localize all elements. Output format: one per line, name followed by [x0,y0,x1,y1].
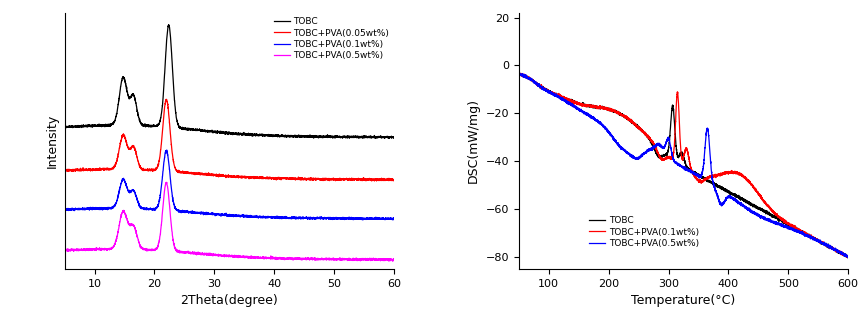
TOBC [514,72,524,76]
TOBC+PVA(0.1wt%) [711,173,722,177]
TOBC+PVA(0.1wt%) [357,218,368,222]
TOBC+PVA(0.5wt%) [97,247,108,251]
TOBC [640,132,650,135]
TOBC+PVA(0.1wt%) [573,102,584,106]
X-axis label: Temperature(°C): Temperature(°C) [631,294,735,307]
TOBC [382,135,393,139]
TOBC+PVA(0.1wt%) [162,148,172,152]
TOBC+PVA(0.5wt%) [186,251,196,254]
TOBC [347,136,357,140]
TOBC [759,209,770,212]
Line: TOBC+PVA(0.1wt%): TOBC+PVA(0.1wt%) [65,150,393,220]
TOBC+PVA(0.5wt%) [514,71,524,75]
TOBC+PVA(0.05wt%) [347,177,357,181]
TOBC+PVA(0.5wt%) [573,108,584,111]
TOBC+PVA(0.5wt%) [382,258,393,262]
TOBC [97,124,108,128]
TOBC [728,192,738,196]
TOBC [388,136,399,140]
Legend: TOBC, TOBC+PVA(0.05wt%), TOBC+PVA(0.1wt%), TOBC+PVA(0.5wt%): TOBC, TOBC+PVA(0.05wt%), TOBC+PVA(0.1wt%… [272,15,391,62]
TOBC+PVA(0.1wt%) [200,212,210,215]
TOBC+PVA(0.1wt%) [382,217,393,221]
TOBC [200,129,210,133]
TOBC+PVA(0.1wt%) [784,222,795,226]
Y-axis label: Intensity: Intensity [46,114,59,168]
TOBC+PVA(0.05wt%) [200,171,210,175]
TOBC [843,254,853,258]
TOBC [59,124,70,128]
Line: TOBC: TOBC [65,25,393,139]
TOBC+PVA(0.5wt%) [347,258,357,261]
TOBC [164,23,174,27]
TOBC+PVA(0.5wt%) [388,259,399,263]
TOBC+PVA(0.1wt%) [514,72,524,76]
TOBC+PVA(0.5wt%) [384,259,394,263]
Line: TOBC+PVA(0.05wt%): TOBC+PVA(0.05wt%) [65,99,393,181]
TOBC+PVA(0.05wt%) [97,167,108,171]
TOBC [514,71,524,75]
TOBC+PVA(0.1wt%) [514,71,524,75]
TOBC+PVA(0.5wt%) [843,254,853,258]
TOBC+PVA(0.1wt%) [843,256,853,260]
Line: TOBC: TOBC [519,73,848,258]
TOBC [116,78,127,82]
TOBC+PVA(0.1wt%) [116,180,127,183]
TOBC [384,137,394,140]
TOBC+PVA(0.1wt%) [388,217,399,221]
TOBC+PVA(0.05wt%) [388,178,399,182]
TOBC+PVA(0.5wt%) [728,197,738,201]
Line: TOBC+PVA(0.5wt%): TOBC+PVA(0.5wt%) [519,73,848,258]
TOBC+PVA(0.05wt%) [116,136,127,140]
TOBC+PVA(0.5wt%) [711,191,722,195]
TOBC+PVA(0.5wt%) [59,248,70,252]
TOBC+PVA(0.05wt%) [369,179,380,183]
TOBC+PVA(0.5wt%) [161,180,171,184]
X-axis label: 2Theta(degree): 2Theta(degree) [180,294,278,307]
TOBC+PVA(0.1wt%) [347,217,357,221]
TOBC+PVA(0.1wt%) [97,206,108,210]
Legend: TOBC, TOBC+PVA(0.1wt%), TOBC+PVA(0.5wt%): TOBC, TOBC+PVA(0.1wt%), TOBC+PVA(0.5wt%) [585,213,703,252]
TOBC+PVA(0.1wt%) [759,200,770,204]
Line: TOBC+PVA(0.5wt%): TOBC+PVA(0.5wt%) [65,182,393,261]
TOBC+PVA(0.05wt%) [186,170,196,174]
TOBC+PVA(0.5wt%) [843,256,853,260]
TOBC+PVA(0.5wt%) [784,225,795,229]
TOBC+PVA(0.5wt%) [640,151,650,155]
TOBC+PVA(0.5wt%) [200,252,210,255]
TOBC+PVA(0.05wt%) [161,97,171,101]
TOBC+PVA(0.05wt%) [59,169,70,172]
TOBC+PVA(0.1wt%) [728,171,738,175]
TOBC [573,102,584,106]
TOBC [186,128,196,132]
TOBC+PVA(0.1wt%) [186,211,196,214]
Y-axis label: DSC(mW/mg): DSC(mW/mg) [468,98,480,183]
TOBC+PVA(0.5wt%) [514,73,524,76]
TOBC+PVA(0.5wt%) [116,212,127,216]
TOBC+PVA(0.1wt%) [640,132,650,136]
TOBC [842,256,852,260]
TOBC+PVA(0.5wt%) [759,218,770,222]
TOBC [711,183,722,187]
TOBC+PVA(0.05wt%) [382,178,393,182]
TOBC+PVA(0.1wt%) [59,207,70,211]
Line: TOBC+PVA(0.1wt%): TOBC+PVA(0.1wt%) [519,73,848,258]
TOBC [784,223,795,227]
